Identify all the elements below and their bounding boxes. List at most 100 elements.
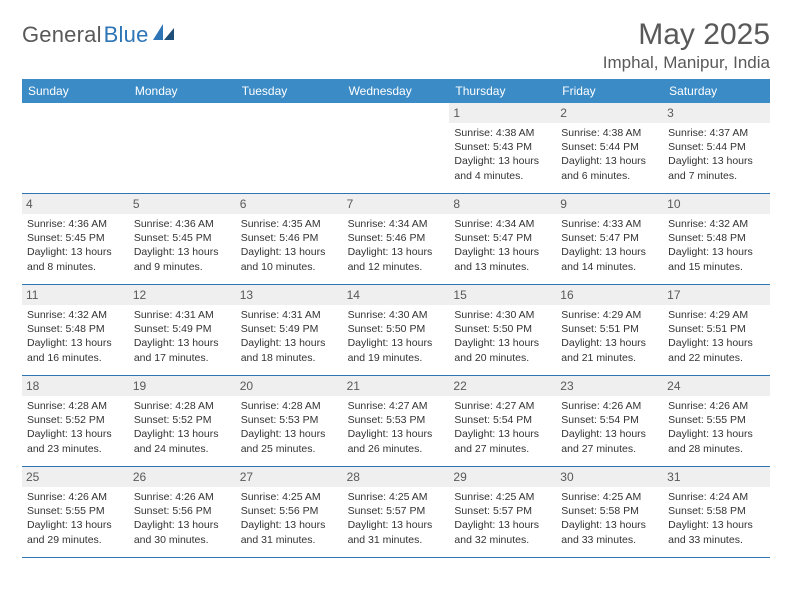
- day-cell: 28Sunrise: 4:25 AMSunset: 5:57 PMDayligh…: [343, 467, 450, 557]
- day-cell: 12Sunrise: 4:31 AMSunset: 5:49 PMDayligh…: [129, 285, 236, 375]
- daylight-text: Daylight: 13 hours and 27 minutes.: [561, 427, 658, 455]
- sunrise-text: Sunrise: 4:28 AM: [241, 399, 338, 413]
- sunrise-text: Sunrise: 4:28 AM: [134, 399, 231, 413]
- sunset-text: Sunset: 5:52 PM: [27, 413, 124, 427]
- sunset-text: Sunset: 5:53 PM: [241, 413, 338, 427]
- day-number: 10: [663, 194, 770, 214]
- day-info: Sunrise: 4:34 AMSunset: 5:47 PMDaylight:…: [454, 217, 551, 274]
- week-row: 11 Sunrise: 4:32 AMSunset: 5:48 PMDayligh…: [22, 285, 770, 376]
- dow-wednesday: Wednesday: [343, 79, 450, 103]
- day-cell: 17Sunrise: 4:29 AMSunset: 5:51 PMDayligh…: [663, 285, 770, 375]
- sunrise-text: Sunrise: 4:38 AM: [454, 126, 551, 140]
- sunset-text: Sunset: 5:58 PM: [561, 504, 658, 518]
- calendar-grid: Sunday Monday Tuesday Wednesday Thursday…: [22, 79, 770, 558]
- daylight-text: Daylight: 13 hours and 7 minutes.: [668, 154, 765, 182]
- week-row: 18Sunrise: 4:28 AMSunset: 5:52 PMDayligh…: [22, 376, 770, 467]
- sunrise-text: Sunrise: 4:25 AM: [241, 490, 338, 504]
- sunset-text: Sunset: 5:56 PM: [134, 504, 231, 518]
- sunset-text: Sunset: 5:46 PM: [348, 231, 445, 245]
- day-cell: 3Sunrise: 4:37 AMSunset: 5:44 PMDaylight…: [663, 103, 770, 193]
- daylight-text: Daylight: 13 hours and 4 minutes.: [454, 154, 551, 182]
- day-of-week-header: Sunday Monday Tuesday Wednesday Thursday…: [22, 79, 770, 103]
- day-cell: 16Sunrise: 4:29 AMSunset: 5:51 PMDayligh…: [556, 285, 663, 375]
- day-number: 8: [449, 194, 556, 214]
- day-info: Sunrise: 4:27 AMSunset: 5:53 PMDaylight:…: [348, 399, 445, 456]
- day-cell: 31 Sunrise: 4:24 AMSunset: 5:58 PMDayligh…: [663, 467, 770, 557]
- sunrise-text: Sunrise: 4:24 AM: [668, 490, 765, 504]
- day-number: 1: [449, 103, 556, 123]
- day-number: 12: [129, 285, 236, 305]
- day-cell: 23Sunrise: 4:26 AMSunset: 5:54 PMDayligh…: [556, 376, 663, 466]
- day-cell: 14Sunrise: 4:30 AMSunset: 5:50 PMDayligh…: [343, 285, 450, 375]
- day-number: 30: [556, 467, 663, 487]
- sunrise-text: Sunrise: 4:26 AM: [668, 399, 765, 413]
- sunrise-text: Sunrise: 4:28 AM: [27, 399, 124, 413]
- day-number: 11: [22, 285, 129, 305]
- sunset-text: Sunset: 5:57 PM: [454, 504, 551, 518]
- sunrise-text: Sunrise: 4:26 AM: [134, 490, 231, 504]
- daylight-text: Daylight: 13 hours and 25 minutes.: [241, 427, 338, 455]
- day-info: Sunrise: 4:31 AMSunset: 5:49 PMDaylight:…: [241, 308, 338, 365]
- sunrise-text: Sunrise: 4:30 AM: [454, 308, 551, 322]
- sunset-text: Sunset: 5:57 PM: [348, 504, 445, 518]
- daylight-text: Daylight: 13 hours and 32 minutes.: [454, 518, 551, 546]
- location-subtitle: Imphal, Manipur, India: [603, 53, 770, 73]
- sunset-text: Sunset: 5:43 PM: [454, 140, 551, 154]
- day-info: Sunrise: 4:26 AMSunset: 5:54 PMDaylight:…: [561, 399, 658, 456]
- day-info: Sunrise: 4:32 AMSunset: 5:48 PMDaylight:…: [668, 217, 765, 274]
- day-info: Sunrise: 4:25 AMSunset: 5:57 PMDaylight:…: [348, 490, 445, 547]
- day-cell: .: [236, 103, 343, 193]
- day-number: 7: [343, 194, 450, 214]
- sunset-text: Sunset: 5:48 PM: [668, 231, 765, 245]
- day-info: Sunrise: 4:32 AMSunset: 5:48 PMDaylight:…: [27, 308, 124, 365]
- dow-saturday: Saturday: [663, 79, 770, 103]
- daylight-text: Daylight: 13 hours and 30 minutes.: [134, 518, 231, 546]
- sunset-text: Sunset: 5:49 PM: [241, 322, 338, 336]
- brand-logo: GeneralBlue: [22, 22, 175, 48]
- daylight-text: Daylight: 13 hours and 33 minutes.: [561, 518, 658, 546]
- day-number: 4: [22, 194, 129, 214]
- sunrise-text: Sunrise: 4:36 AM: [134, 217, 231, 231]
- day-info: Sunrise: 4:38 AMSunset: 5:44 PMDaylight:…: [561, 126, 658, 183]
- daylight-text: Daylight: 13 hours and 24 minutes.: [134, 427, 231, 455]
- day-cell: 11 Sunrise: 4:32 AMSunset: 5:48 PMDayligh…: [22, 285, 129, 375]
- daylight-text: Daylight: 13 hours and 27 minutes.: [454, 427, 551, 455]
- day-number: 19: [129, 376, 236, 396]
- day-info: Sunrise: 4:29 AMSunset: 5:51 PMDaylight:…: [561, 308, 658, 365]
- daylight-text: Daylight: 13 hours and 19 minutes.: [348, 336, 445, 364]
- day-cell: 20Sunrise: 4:28 AMSunset: 5:53 PMDayligh…: [236, 376, 343, 466]
- sunset-text: Sunset: 5:45 PM: [134, 231, 231, 245]
- daylight-text: Daylight: 13 hours and 12 minutes.: [348, 245, 445, 273]
- daylight-text: Daylight: 13 hours and 13 minutes.: [454, 245, 551, 273]
- sunset-text: Sunset: 5:44 PM: [561, 140, 658, 154]
- day-cell: 15Sunrise: 4:30 AMSunset: 5:50 PMDayligh…: [449, 285, 556, 375]
- sunset-text: Sunset: 5:56 PM: [241, 504, 338, 518]
- sunset-text: Sunset: 5:44 PM: [668, 140, 765, 154]
- sunset-text: Sunset: 5:50 PM: [348, 322, 445, 336]
- sunset-text: Sunset: 5:49 PM: [134, 322, 231, 336]
- day-number: 25: [22, 467, 129, 487]
- day-number: 31: [663, 467, 770, 487]
- day-info: Sunrise: 4:30 AMSunset: 5:50 PMDaylight:…: [454, 308, 551, 365]
- day-cell: 30Sunrise: 4:25 AMSunset: 5:58 PMDayligh…: [556, 467, 663, 557]
- day-cell: 13Sunrise: 4:31 AMSunset: 5:49 PMDayligh…: [236, 285, 343, 375]
- sunset-text: Sunset: 5:51 PM: [561, 322, 658, 336]
- daylight-text: Daylight: 13 hours and 21 minutes.: [561, 336, 658, 364]
- sunrise-text: Sunrise: 4:27 AM: [348, 399, 445, 413]
- sunset-text: Sunset: 5:55 PM: [668, 413, 765, 427]
- day-cell: 5Sunrise: 4:36 AMSunset: 5:45 PMDaylight…: [129, 194, 236, 284]
- sunrise-text: Sunrise: 4:25 AM: [348, 490, 445, 504]
- day-cell: 7Sunrise: 4:34 AMSunset: 5:46 PMDaylight…: [343, 194, 450, 284]
- day-info: Sunrise: 4:24 AMSunset: 5:58 PMDaylight:…: [668, 490, 765, 547]
- day-info: Sunrise: 4:28 AMSunset: 5:52 PMDaylight:…: [27, 399, 124, 456]
- day-cell: 29Sunrise: 4:25 AMSunset: 5:57 PMDayligh…: [449, 467, 556, 557]
- day-cell: 2Sunrise: 4:38 AMSunset: 5:44 PMDaylight…: [556, 103, 663, 193]
- month-title: May 2025: [603, 18, 770, 51]
- day-number: 24: [663, 376, 770, 396]
- sunrise-text: Sunrise: 4:26 AM: [561, 399, 658, 413]
- day-cell: 27Sunrise: 4:25 AMSunset: 5:56 PMDayligh…: [236, 467, 343, 557]
- day-cell: 4Sunrise: 4:36 AMSunset: 5:45 PMDaylight…: [22, 194, 129, 284]
- day-cell: 26Sunrise: 4:26 AMSunset: 5:56 PMDayligh…: [129, 467, 236, 557]
- day-info: Sunrise: 4:26 AMSunset: 5:55 PMDaylight:…: [668, 399, 765, 456]
- sail-icon: [153, 24, 175, 47]
